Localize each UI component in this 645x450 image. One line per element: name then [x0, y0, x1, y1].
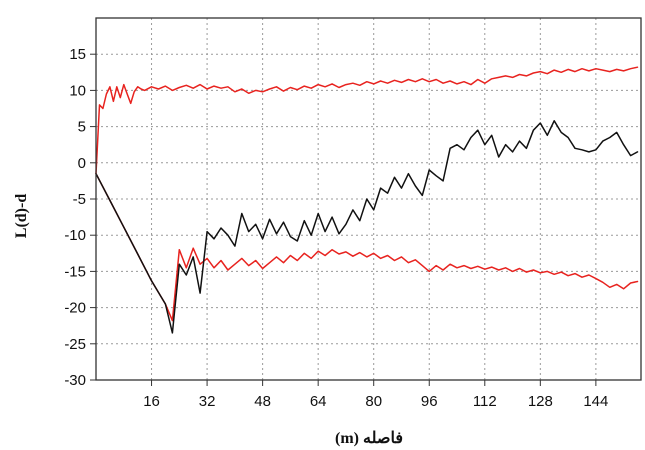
y-tick-label: -15 — [64, 263, 86, 280]
y-tick-label: -20 — [64, 300, 86, 317]
y-axis-label: L(d)-d — [13, 194, 30, 239]
x-tick-label: 144 — [583, 393, 608, 410]
observed-l-function-line — [95, 120, 639, 334]
x-tick-label: 32 — [199, 393, 216, 410]
series-layer — [95, 66, 639, 334]
y-axis-ticks: -30 -25 -20 -15 -10 -5 0 5 10 15 — [64, 46, 96, 389]
y-tick-label: -10 — [64, 227, 86, 244]
y-tick-label: 10 — [69, 82, 86, 99]
x-tick-label: 64 — [310, 393, 327, 410]
y-tick-label: 5 — [78, 119, 86, 136]
x-tick-label: 112 — [473, 393, 497, 410]
y-tick-label: -30 — [64, 372, 86, 389]
lower-envelope-line — [95, 172, 639, 322]
y-tick-label: 15 — [69, 46, 86, 63]
x-axis-ticks: 16 32 48 64 80 96 112 128 144 — [143, 380, 608, 410]
x-tick-label: 80 — [365, 393, 382, 410]
y-tick-label: 0 — [78, 155, 86, 172]
x-tick-label: 128 — [528, 393, 553, 410]
x-tick-label: 48 — [254, 393, 271, 410]
x-tick-label: 16 — [143, 393, 160, 410]
y-tick-label: -25 — [64, 336, 86, 353]
upper-envelope-line — [95, 66, 639, 175]
x-tick-label: 96 — [421, 393, 438, 410]
y-tick-label: -5 — [73, 191, 86, 208]
grid — [96, 18, 641, 380]
x-axis-label: فاصله (m) — [335, 430, 403, 447]
